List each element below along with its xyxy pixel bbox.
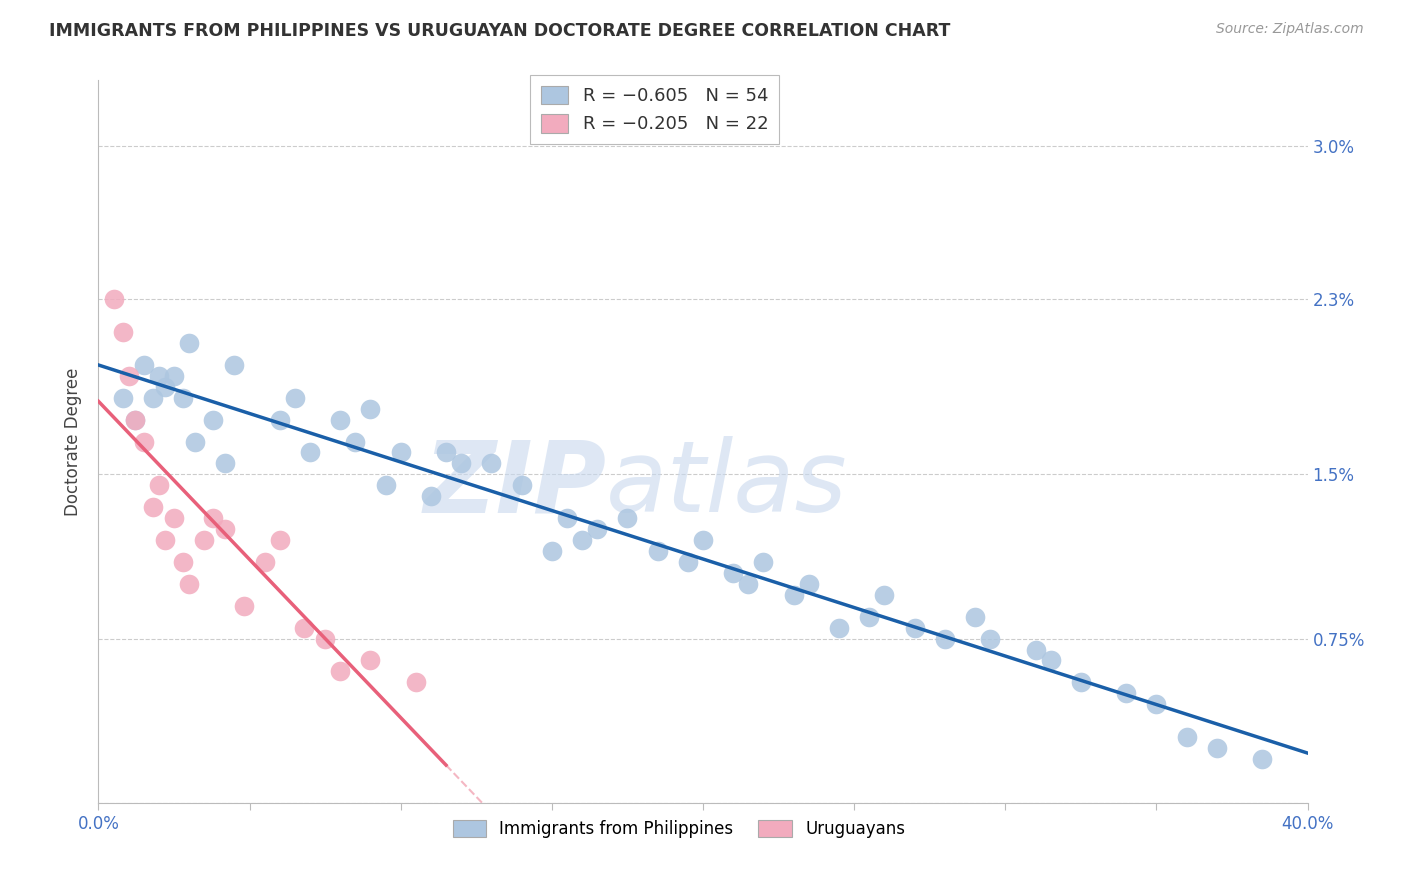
Point <box>752 555 775 569</box>
Point <box>299 445 322 459</box>
Point <box>858 609 880 624</box>
Point <box>202 511 225 525</box>
Point <box>172 391 194 405</box>
Point <box>153 380 176 394</box>
Point <box>737 577 759 591</box>
Point <box>1144 698 1167 712</box>
Point <box>224 358 246 372</box>
Point <box>314 632 336 646</box>
Point <box>481 457 503 471</box>
Point <box>979 632 1001 646</box>
Point <box>284 391 307 405</box>
Point <box>292 621 315 635</box>
Point <box>586 522 609 536</box>
Point <box>124 412 146 426</box>
Point <box>1206 741 1229 756</box>
Text: ZIP: ZIP <box>423 436 606 533</box>
Point <box>555 511 578 525</box>
Point <box>934 632 956 646</box>
Point <box>214 457 236 471</box>
Point <box>450 457 472 471</box>
Point <box>344 434 367 449</box>
Point <box>179 336 201 351</box>
Point <box>420 489 443 503</box>
Point <box>540 544 562 558</box>
Point <box>118 368 141 383</box>
Point <box>904 621 927 635</box>
Point <box>179 577 201 591</box>
Point <box>148 478 170 492</box>
Point <box>783 588 806 602</box>
Point <box>172 555 194 569</box>
Point <box>828 621 851 635</box>
Point <box>873 588 896 602</box>
Point <box>142 391 165 405</box>
Point <box>389 445 412 459</box>
Point <box>329 665 352 679</box>
Y-axis label: Doctorate Degree: Doctorate Degree <box>65 368 83 516</box>
Point <box>269 533 291 547</box>
Point <box>616 511 638 525</box>
Point <box>1115 686 1137 700</box>
Point <box>374 478 396 492</box>
Point <box>571 533 593 547</box>
Point <box>797 577 820 591</box>
Point <box>232 599 254 613</box>
Point <box>405 675 427 690</box>
Point <box>647 544 669 558</box>
Point <box>1251 752 1274 766</box>
Point <box>193 533 215 547</box>
Point <box>148 368 170 383</box>
Text: IMMIGRANTS FROM PHILIPPINES VS URUGUAYAN DOCTORATE DEGREE CORRELATION CHART: IMMIGRANTS FROM PHILIPPINES VS URUGUAYAN… <box>49 22 950 40</box>
Text: atlas: atlas <box>606 436 848 533</box>
Point <box>269 412 291 426</box>
Point <box>163 368 186 383</box>
Point <box>111 391 134 405</box>
Point <box>214 522 236 536</box>
Point <box>142 500 165 515</box>
Point <box>723 566 745 580</box>
Point <box>253 555 276 569</box>
Point <box>132 434 155 449</box>
Point <box>1070 675 1092 690</box>
Point <box>103 292 125 306</box>
Point <box>153 533 176 547</box>
Point <box>124 412 146 426</box>
Point <box>360 653 382 667</box>
Text: Source: ZipAtlas.com: Source: ZipAtlas.com <box>1216 22 1364 37</box>
Point <box>676 555 699 569</box>
Point <box>1024 642 1046 657</box>
Point <box>1039 653 1062 667</box>
Point <box>132 358 155 372</box>
Point <box>510 478 533 492</box>
Point <box>202 412 225 426</box>
Point <box>965 609 987 624</box>
Point <box>360 401 382 416</box>
Point <box>184 434 207 449</box>
Point <box>163 511 186 525</box>
Point <box>692 533 714 547</box>
Point <box>111 325 134 339</box>
Legend: Immigrants from Philippines, Uruguayans: Immigrants from Philippines, Uruguayans <box>446 814 911 845</box>
Point <box>1175 730 1198 744</box>
Point <box>434 445 457 459</box>
Point <box>329 412 352 426</box>
